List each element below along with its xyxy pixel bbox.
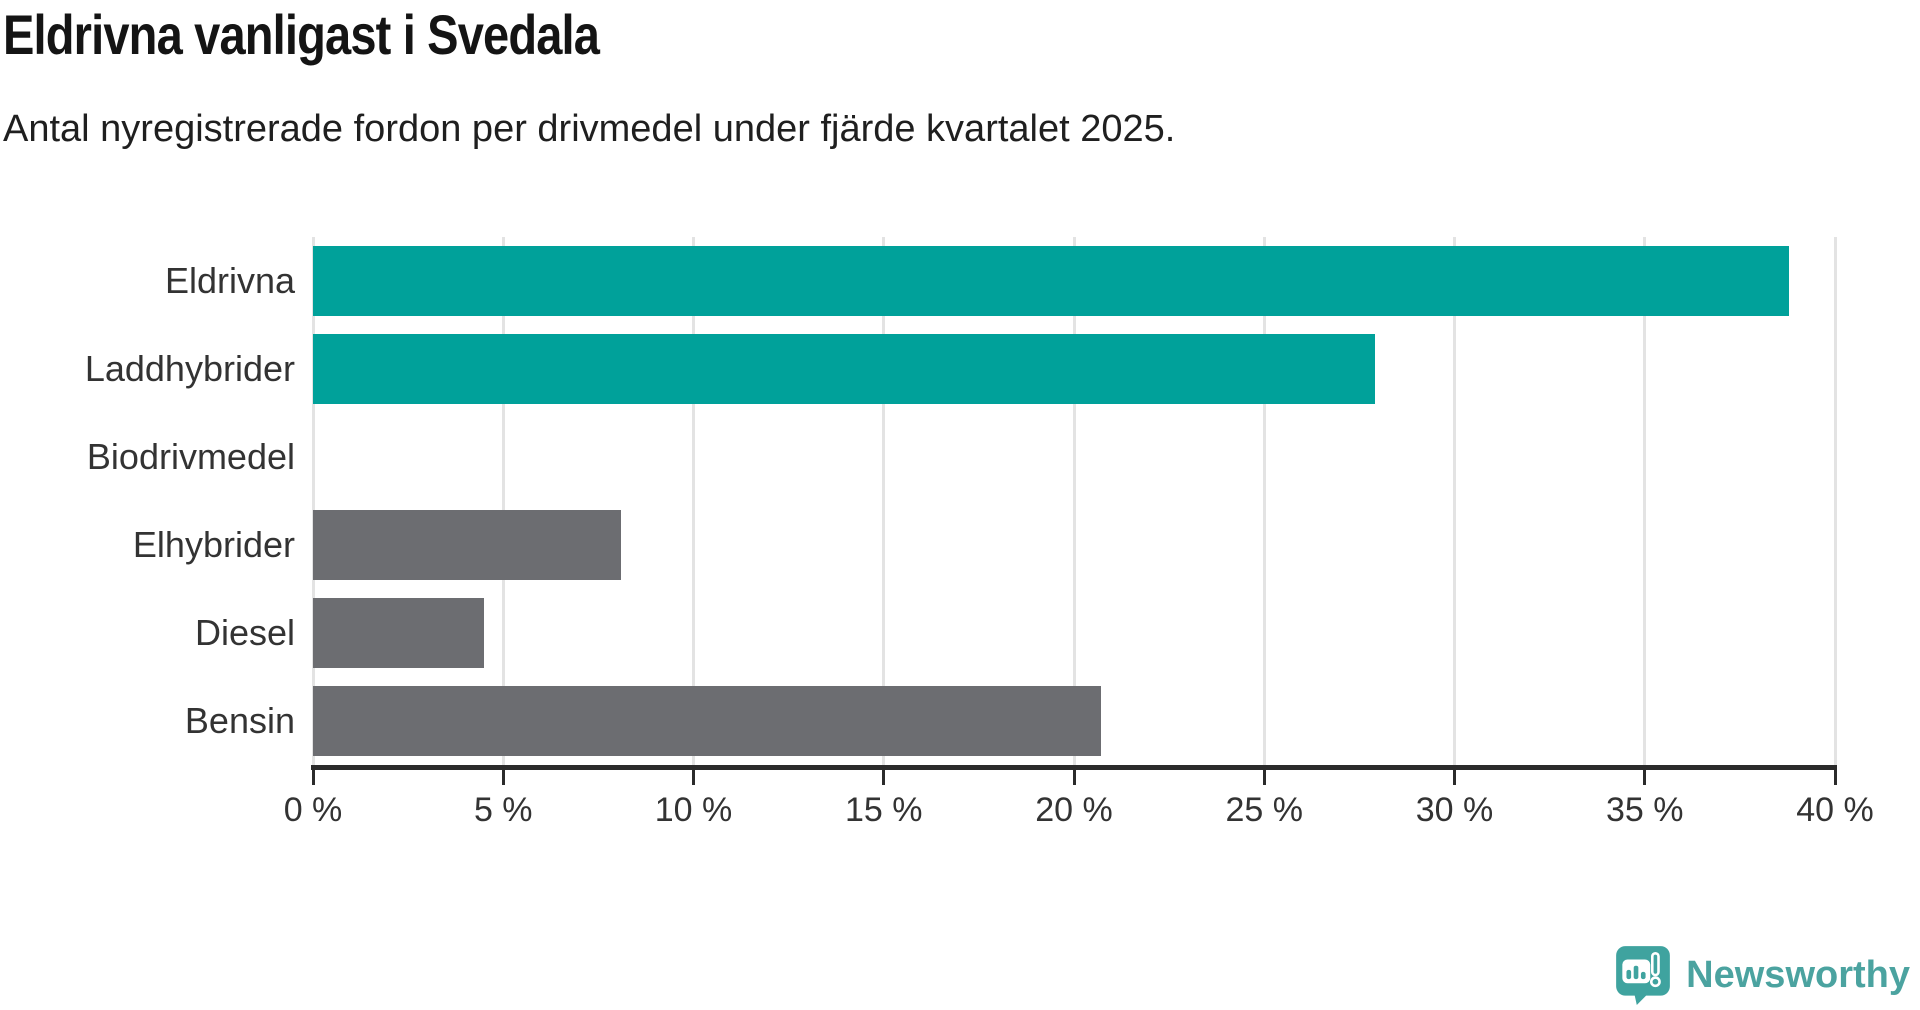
x-axis-tick: [1833, 770, 1837, 785]
x-axis-tick-label: 30 %: [1415, 791, 1494, 829]
bar-row: [313, 413, 1835, 501]
bar-eldrivna: [313, 246, 1790, 316]
category-label: Bensin: [184, 700, 295, 741]
chart-subtitle: Antal nyregistrerade fordon per drivmede…: [3, 108, 1176, 150]
x-axis-tick: [1262, 770, 1266, 785]
x-axis-tick: [1072, 770, 1076, 785]
x-axis-line: [311, 765, 1837, 770]
newsworthy-logo: Newsworthy: [1614, 944, 1910, 1006]
x-axis-tick-label: 35 %: [1606, 791, 1684, 829]
bar-row: [313, 325, 1835, 413]
gridline: [311, 237, 315, 765]
x-axis-tick: [692, 770, 695, 785]
x-axis-tick-label: 40 %: [1796, 791, 1874, 829]
x-axis-tick: [501, 770, 505, 785]
category-label: Elhybrider: [132, 524, 295, 565]
page-title-text: Eldrivna vanligast i Svedala: [3, 3, 600, 66]
gridline: [1833, 237, 1837, 765]
plot-area: 0 % 5 % 10 % 15 % 20 % 25 % 30 % 35 % 40 %: [284, 237, 1874, 829]
gridline: [692, 237, 695, 765]
bar-row: [313, 589, 1835, 677]
category-label: Laddhybrider: [84, 348, 295, 389]
bar-row: [313, 501, 1835, 589]
x-axis-tick-label: 5 %: [473, 791, 533, 829]
category-label: Eldrivna: [164, 260, 295, 301]
gridline: [501, 237, 505, 765]
newsworthy-icon: [1616, 946, 1671, 1005]
bar-row: [313, 237, 1835, 325]
bar-bensin: [313, 686, 1101, 756]
category-label: Diesel: [194, 612, 295, 653]
brand-text: Newsworthy: [1686, 953, 1910, 996]
x-axis-tick-label: 10 %: [654, 791, 733, 829]
category-axis: Eldrivna Laddhybrider Biodrivmedel Elhybrid…: [0, 237, 295, 765]
x-axis-tick: [1453, 770, 1456, 785]
gridline: [882, 237, 886, 765]
x-axis-tick: [882, 770, 886, 785]
x-axis-tick: [311, 770, 315, 785]
gridline: [1453, 237, 1456, 765]
bar-diesel: [313, 598, 485, 668]
bar-row: [313, 677, 1835, 765]
x-axis-tick-label: 15 %: [845, 791, 923, 829]
bar-laddhybrider: [313, 334, 1375, 404]
bar-elhybrider: [313, 510, 622, 580]
gridline: [1643, 237, 1647, 765]
category-label: Biodrivmedel: [86, 436, 295, 477]
page-title: Eldrivna vanligast i Svedala: [3, 2, 713, 67]
x-axis-tick-label: 0 %: [283, 791, 343, 829]
x-axis-tick: [1643, 770, 1647, 785]
gridline: [1072, 237, 1076, 765]
x-axis-tick-label: 20 %: [1035, 791, 1113, 829]
gridline: [1262, 237, 1266, 765]
x-axis-tick-label: 25 %: [1225, 791, 1304, 829]
